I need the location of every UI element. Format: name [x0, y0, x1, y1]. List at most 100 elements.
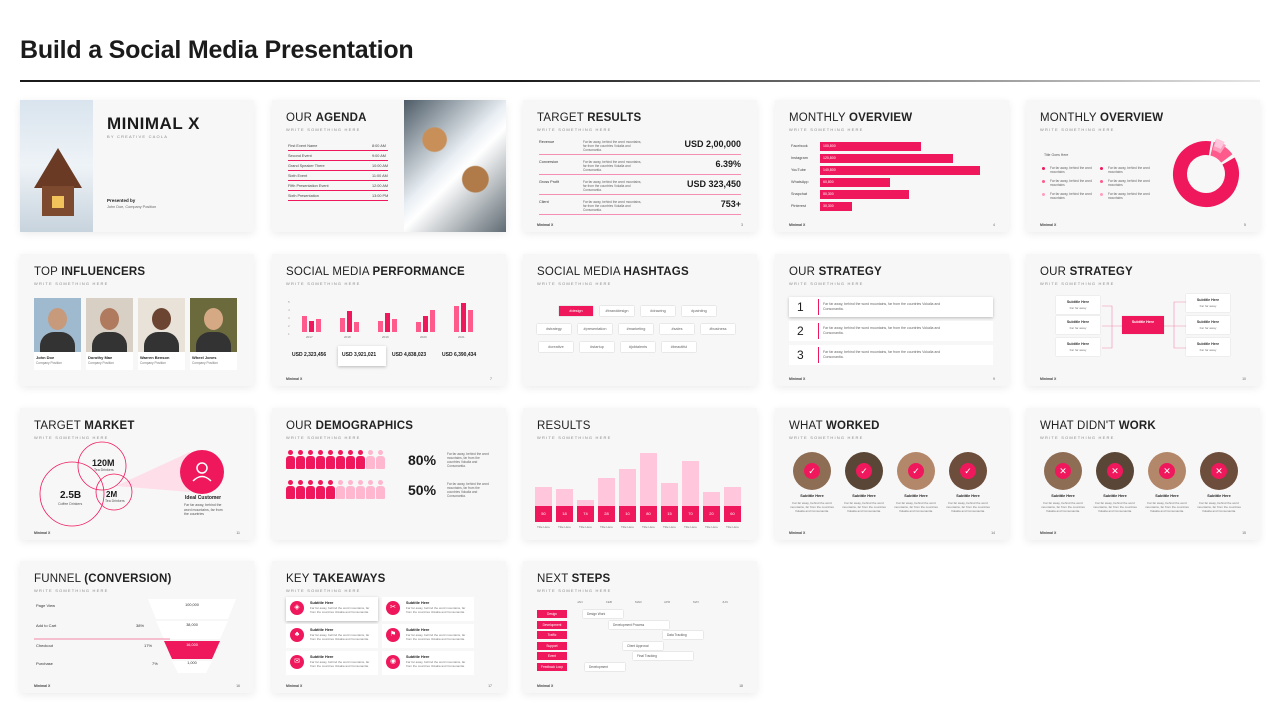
node-title: Subtitle Here	[1196, 342, 1220, 346]
slide-results[interactable]: RESULTS WRITE SOMETHING HERE 50 Title Her…	[523, 408, 757, 540]
gantt-bar: Design Work	[583, 610, 623, 618]
cover-byline: BY CREATIVE CAOLA	[107, 134, 169, 139]
slide-title: TARGET RESULTS	[537, 112, 642, 124]
slide-hashtags[interactable]: SOCIAL MEDIA HASHTAGS WRITE SOMETHING HE…	[523, 254, 757, 386]
person-icon-head	[318, 450, 323, 455]
result-value: USD 323,450	[686, 179, 741, 189]
slide-agenda[interactable]: OUR AGENDA WRITE SOMETHING HERE First Ev…	[272, 100, 506, 232]
slide-what-worked[interactable]: WHAT WORKED WRITE SOMETHING HERE ✓ Subtit…	[775, 408, 1009, 540]
agenda-item-time: 13:00 PM	[372, 194, 389, 198]
slide-demographics[interactable]: OUR DEMOGRAPHICS WRITE SOMETHING HERE 80…	[272, 408, 506, 540]
legend-text: Far far away, behind the word mountains	[1050, 192, 1092, 200]
slide-footer: Minimal X	[34, 684, 51, 688]
donut-chart	[1169, 137, 1243, 211]
cross-icon: ✕	[1159, 463, 1175, 479]
gantt-month: MAR	[635, 600, 642, 604]
person-icon-head	[318, 480, 323, 485]
person-icon-head	[348, 450, 353, 455]
person-icon-body	[326, 486, 335, 499]
slide-performance[interactable]: SOCIAL MEDIA PERFORMANCE WRITE SOMETHING…	[272, 254, 506, 386]
perf-bar	[347, 311, 352, 332]
slide-cover[interactable]: MINIMAL X BY CREATIVE CAOLA Presented by…	[20, 100, 254, 232]
slide-title: NEXT STEPS	[537, 573, 611, 585]
slide-what-didnt-work[interactable]: WHAT DIDN'T WORK WRITE SOMETHING HERE ✕ S…	[1026, 408, 1260, 540]
bar-value: 120,800	[823, 156, 836, 160]
person-icon-body	[316, 456, 325, 469]
slide-target-market[interactable]: TARGET MARKET WRITE SOMETHING HERE 120M …	[20, 408, 254, 540]
node-title: Subtitle Here	[1066, 300, 1090, 304]
slide-strategy-list[interactable]: OUR STRATEGY WRITE SOMETHING HERE 1 Far f…	[775, 254, 1009, 386]
person-icon-body	[326, 456, 335, 469]
slide-subtitle: WRITE SOMETHING HERE	[34, 435, 109, 440]
slide-monthly-bars[interactable]: MONTHLY OVERVIEW WRITE SOMETHING HERE Fa…	[775, 100, 1009, 232]
result-bar-label: Title Here	[663, 525, 676, 529]
slide-subtitle: WRITE SOMETHING HERE	[789, 127, 864, 132]
ideal-customer: Ideal Customer	[185, 495, 222, 501]
bar-value: 80,300	[823, 192, 834, 196]
slide-funnel[interactable]: FUNNEL (CONVERSION) WRITE SOMETHING HERE…	[20, 561, 254, 693]
slide-monthly-donut[interactable]: MONTHLY OVERVIEW WRITE SOMETHING HERE Ti…	[1026, 100, 1260, 232]
gantt-month: MAY	[693, 600, 700, 604]
slide-number: 10	[1242, 377, 1246, 381]
slide-next-steps[interactable]: NEXT STEPS WRITE SOMETHING HERE JAN FEB MA…	[523, 561, 757, 693]
slide-number: 4	[993, 223, 995, 227]
takeaway-card: ⚑ Subtitle Here Far far away, behind the w…	[382, 624, 474, 648]
slide-strategy-flow[interactable]: OUR STRATEGY WRITE SOMETHING HERE Subtit…	[1026, 254, 1260, 386]
influencer-name: Warren Benson	[140, 355, 170, 360]
result-bar-value: 80	[640, 506, 657, 522]
result-desc: Far far away, behind the word mountains,…	[583, 180, 642, 192]
agenda-item-time: 10:00 AM	[372, 164, 389, 168]
result-divider	[539, 174, 741, 175]
slide-title: MONTHLY OVERVIEW	[1040, 112, 1164, 124]
perf-bar	[430, 309, 435, 332]
perf-bar	[423, 316, 428, 332]
person-icon-body	[306, 486, 315, 499]
person-icon-body	[286, 456, 295, 469]
result-bar-label: Title Here	[537, 525, 550, 529]
slide-influencers[interactable]: TOP INFLUENCERS WRITE SOMETHING HERE Joh…	[20, 254, 254, 386]
agenda-item-time: 12:00 AM	[372, 184, 389, 188]
slide-footer: Minimal X	[789, 531, 806, 535]
bar-value: 140,800	[823, 168, 836, 172]
perf-year: 2020	[420, 335, 427, 339]
agenda-item-time: 11:00 AM	[372, 174, 388, 178]
bar-label: Pinterest	[791, 204, 806, 208]
takeaway-icon: ♣	[290, 628, 304, 642]
legend-dot	[1042, 167, 1045, 170]
agenda-divider	[288, 170, 388, 171]
takeaway-card: ◈ Subtitle Here Far far away, behind the w…	[286, 597, 378, 621]
slide-footer: Minimal X	[1040, 531, 1057, 535]
hashtag-chip: #strategy	[537, 324, 571, 334]
market-2m: 2M	[106, 490, 118, 499]
perf-total: USD 6,390,434	[442, 352, 477, 358]
node-title: Subtitle Here	[1066, 342, 1090, 346]
result-bar-light	[640, 452, 657, 522]
market-120m: 120M	[92, 458, 115, 468]
item-desc: Far far away, behind the word mountains,…	[1093, 501, 1137, 513]
slide-subtitle: WRITE SOMETHING HERE	[34, 588, 109, 593]
market-2-5b-label: Coffee Drinkers	[58, 502, 83, 506]
person-icon-head	[308, 450, 313, 455]
result-value: 6.39%	[715, 159, 741, 169]
perf-total: USD 4,838,023	[392, 352, 427, 358]
venn-diagram	[39, 441, 224, 527]
bar-label: Instagram	[791, 156, 808, 160]
perf-bar	[340, 317, 345, 332]
funnel-percent: 7%	[152, 661, 158, 666]
person-icon-body	[296, 486, 305, 499]
slide-number: 17	[488, 684, 492, 688]
step-number: 2	[797, 324, 804, 338]
gantt-task-label: Support	[537, 641, 567, 650]
hashtag-chip: #drawing	[641, 306, 675, 316]
person-icon-body	[296, 456, 305, 469]
result-bar-value: 10	[619, 506, 636, 522]
slide-target-results[interactable]: TARGET RESULTS WRITE SOMETHING HERE Reve…	[523, 100, 757, 232]
agenda-divider	[288, 200, 388, 201]
perf-total-box: USD 2,323,456	[288, 346, 336, 366]
influencer-role: Company Position	[192, 361, 218, 365]
hashtag-chip: #business	[701, 324, 735, 334]
slide-key-takeaways[interactable]: KEY TAKEAWAYS WRITE SOMETHING HERE ◈ Subt…	[272, 561, 506, 693]
strategy-step: 3 Far far away, behind the word mountains…	[789, 345, 993, 365]
perf-bar	[392, 319, 397, 332]
person-icon-body	[376, 456, 385, 469]
